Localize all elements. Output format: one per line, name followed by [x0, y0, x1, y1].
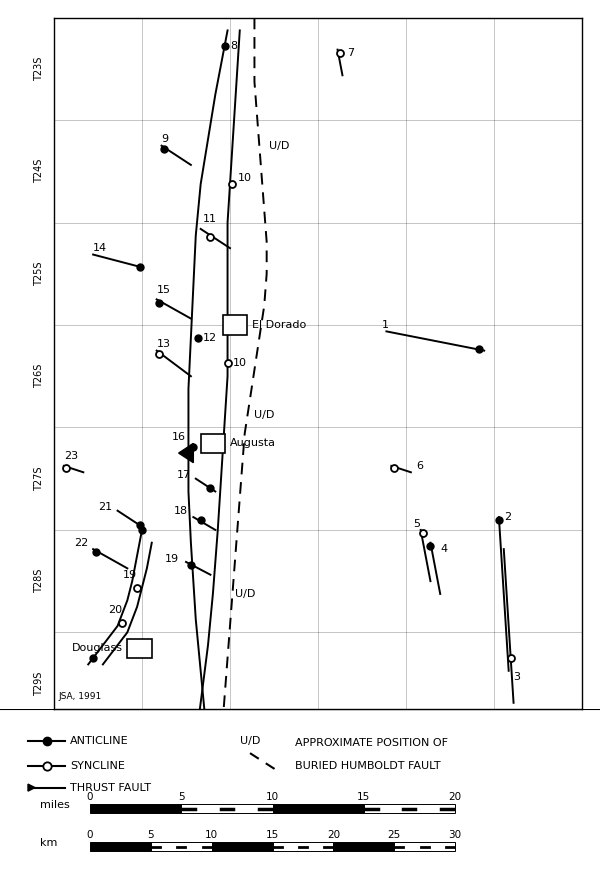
Text: T23S: T23S [34, 56, 44, 81]
Text: T29S: T29S [34, 671, 44, 696]
Text: R8E: R8E [529, 0, 548, 2]
Text: ANTICLINE: ANTICLINE [70, 737, 128, 746]
Text: 10: 10 [266, 792, 279, 802]
Text: 12: 12 [203, 333, 217, 343]
Text: 7: 7 [347, 48, 355, 58]
Text: 19: 19 [164, 554, 179, 564]
Text: km: km [40, 838, 58, 848]
Text: 20: 20 [109, 605, 122, 615]
Text: 5: 5 [148, 830, 154, 840]
Text: 23: 23 [64, 451, 78, 462]
Text: THRUST FAULT: THRUST FAULT [70, 783, 151, 793]
Bar [90, 842, 151, 851]
Text: APPROXIMATE POSITION OF: APPROXIMATE POSITION OF [295, 738, 448, 748]
Text: T24S: T24S [34, 159, 44, 183]
Bar [334, 842, 394, 851]
Text: 10: 10 [205, 830, 218, 840]
Text: R6E: R6E [352, 0, 371, 2]
Text: 2: 2 [504, 512, 511, 522]
Bar [272, 804, 364, 813]
Text: R3E: R3E [88, 0, 107, 2]
Text: T25S: T25S [34, 262, 44, 286]
Text: 20: 20 [448, 792, 461, 802]
Bar [200, 433, 225, 453]
Bar [181, 804, 272, 813]
Text: R5E: R5E [265, 0, 284, 2]
Text: 0: 0 [87, 792, 93, 802]
Bar [212, 842, 272, 851]
Text: 15: 15 [157, 285, 170, 295]
Text: 1: 1 [382, 320, 389, 330]
Text: 3: 3 [514, 672, 521, 682]
Text: R7E: R7E [440, 0, 460, 2]
Text: U/D: U/D [235, 589, 255, 599]
Text: U/D: U/D [269, 141, 289, 151]
Bar [272, 842, 334, 851]
Text: T26S: T26S [34, 364, 44, 389]
Bar [90, 804, 181, 813]
Bar [151, 842, 212, 851]
Text: 11: 11 [203, 214, 217, 225]
Text: 16: 16 [172, 432, 186, 442]
Text: SYNCLINE: SYNCLINE [70, 761, 125, 771]
Text: 30: 30 [448, 830, 461, 840]
Text: 25: 25 [388, 830, 401, 840]
Text: U/D: U/D [240, 737, 260, 746]
Text: R4E: R4E [176, 0, 196, 2]
Text: 19: 19 [123, 570, 137, 580]
Text: T27S: T27S [34, 466, 44, 491]
Polygon shape [179, 443, 193, 463]
Text: 10: 10 [232, 359, 247, 368]
Text: miles: miles [40, 800, 70, 811]
Text: 6: 6 [416, 461, 423, 470]
Bar [364, 804, 455, 813]
Text: 4: 4 [440, 544, 448, 554]
Text: 5: 5 [413, 519, 421, 529]
Text: 0: 0 [87, 830, 93, 840]
Text: 22: 22 [74, 537, 88, 548]
Text: BURIED HUMBOLDT FAULT: BURIED HUMBOLDT FAULT [295, 761, 440, 771]
Text: El Dorado: El Dorado [252, 320, 306, 330]
Text: Augusta: Augusta [230, 439, 276, 448]
Bar [223, 315, 247, 335]
Text: 17: 17 [177, 470, 191, 480]
Text: U/D: U/D [254, 410, 275, 419]
Text: 20: 20 [327, 830, 340, 840]
Text: 5: 5 [178, 792, 185, 802]
Text: 10: 10 [238, 173, 251, 182]
Bar [394, 842, 455, 851]
Text: T28S: T28S [34, 569, 44, 593]
Text: 9: 9 [161, 134, 169, 144]
Text: 21: 21 [98, 502, 113, 513]
Text: 14: 14 [93, 243, 107, 253]
Text: 8: 8 [230, 41, 237, 51]
Text: 15: 15 [357, 792, 370, 802]
Text: 18: 18 [175, 506, 188, 515]
Text: 15: 15 [266, 830, 279, 840]
Polygon shape [28, 784, 35, 791]
Text: JSA, 1991: JSA, 1991 [59, 692, 102, 701]
Text: 13: 13 [157, 339, 170, 349]
Bar [127, 639, 152, 658]
Text: Douglass: Douglass [71, 643, 122, 654]
